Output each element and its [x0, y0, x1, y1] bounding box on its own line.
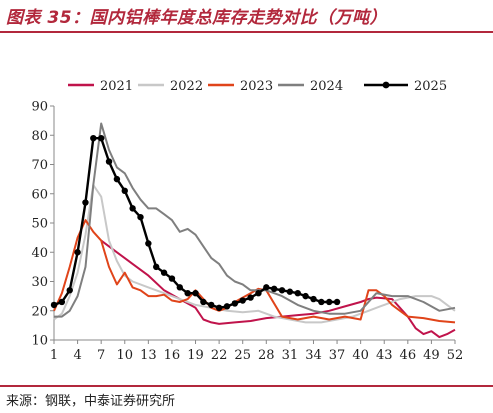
y-tick-label: 90 — [31, 100, 48, 115]
x-tick-label: 1 — [50, 348, 58, 363]
data-point-2025 — [90, 134, 97, 142]
y-tick-label: 10 — [31, 334, 48, 349]
x-tick-label: 16 — [164, 348, 181, 363]
x-tick-label: 40 — [352, 348, 369, 363]
x-tick-label: 25 — [234, 348, 251, 363]
legend-label: 2025 — [414, 79, 447, 94]
y-tick-label: 20 — [31, 304, 48, 319]
data-point-2025 — [333, 298, 341, 306]
x-tick-label: 13 — [140, 348, 157, 363]
legend-label: 2022 — [170, 79, 203, 94]
data-point-2025 — [121, 187, 128, 195]
data-point-2025 — [50, 301, 58, 309]
series-line-2024 — [54, 122, 456, 318]
series-2025 — [50, 134, 341, 312]
source-note: 来源：钢联，中泰证券研究所 — [6, 394, 176, 409]
x-tick-label: 7 — [97, 348, 105, 363]
x-tick-label: 52 — [447, 348, 464, 363]
x-tick-label: 4 — [73, 348, 81, 363]
footer-divider — [0, 385, 493, 387]
data-point-2025 — [184, 290, 191, 297]
series-line-2022 — [53, 184, 456, 324]
data-point-2025 — [270, 285, 278, 293]
data-point-2025 — [286, 288, 294, 295]
data-point-2025 — [160, 269, 168, 276]
x-tick-label: 37 — [329, 348, 346, 363]
x-tick-label: 49 — [423, 348, 440, 363]
series-2023 — [53, 219, 456, 324]
data-point-2025 — [318, 298, 325, 306]
x-tick-label: 43 — [376, 348, 393, 363]
legend: 2021 2022 2023 2024 2025 — [68, 79, 447, 94]
data-point-2025 — [176, 284, 184, 291]
data-point-2025 — [74, 249, 81, 256]
y-tick-label: 30 — [31, 275, 48, 290]
series-line-2023 — [53, 219, 456, 324]
title-divider — [0, 31, 493, 33]
data-point-2025 — [239, 297, 246, 304]
data-point-2025 — [247, 294, 254, 301]
y-tick-label: 50 — [31, 217, 48, 232]
series-2024 — [54, 122, 456, 318]
legend-item-2025: 2025 — [364, 79, 447, 94]
data-point-2025 — [97, 134, 105, 142]
y-axis: 10 20 30 40 50 60 70 80 90 — [31, 100, 55, 349]
data-point-2025 — [302, 292, 309, 300]
y-tick-label: 80 — [31, 129, 48, 144]
series-2022 — [53, 184, 456, 324]
legend-label: 2023 — [240, 79, 273, 94]
data-point-2025 — [129, 205, 136, 212]
data-point-2025 — [192, 290, 199, 297]
data-point-2025 — [113, 175, 121, 183]
data-point-2025 — [168, 275, 176, 282]
data-point-2025 — [200, 298, 207, 306]
data-point-2025 — [82, 199, 89, 206]
data-point-2025 — [263, 284, 270, 291]
data-point-2025 — [255, 290, 262, 297]
x-tick-label: 31 — [282, 348, 299, 363]
legend-marker — [382, 81, 390, 89]
legend-item-2021: 2021 — [68, 79, 133, 94]
x-tick-label: 34 — [305, 348, 322, 363]
y-tick-label: 60 — [31, 187, 48, 202]
data-point-2025 — [208, 301, 215, 309]
x-axis: 1 4 7 10 13 16 19 22 25 28 31 34 37 40 43 46 49 52 — [50, 339, 464, 363]
y-tick-label: 40 — [31, 246, 48, 261]
data-point-2025 — [294, 290, 301, 297]
data-point-2025 — [145, 240, 152, 247]
x-tick-label: 28 — [258, 348, 275, 363]
legend-item-2023: 2023 — [208, 79, 273, 94]
x-tick-label: 46 — [400, 348, 417, 363]
figure-title: 图表 35：国内铝棒年度总库存走势对比（万吨） — [6, 8, 388, 28]
data-point-2025 — [137, 213, 144, 221]
data-point-2025 — [223, 303, 231, 310]
series-layer — [50, 122, 456, 339]
x-tick-label: 22 — [211, 348, 228, 363]
data-point-2025 — [278, 287, 286, 294]
data-point-2025 — [66, 287, 73, 294]
data-point-2025 — [105, 158, 113, 165]
x-tick-label: 19 — [187, 348, 204, 363]
legend-item-2022: 2022 — [138, 79, 203, 94]
data-point-2025 — [215, 304, 223, 312]
legend-label: 2021 — [100, 79, 133, 94]
data-point-2025 — [325, 298, 333, 306]
line-chart: 2021 2022 2023 2024 2025 102030405060708090 … — [31, 79, 464, 363]
data-point-2025 — [153, 263, 160, 271]
y-tick-label: 70 — [31, 158, 48, 173]
data-point-2025 — [231, 300, 239, 307]
legend-item-2024: 2024 — [278, 79, 343, 94]
x-tick-label: 10 — [116, 348, 133, 363]
data-point-2025 — [310, 295, 317, 303]
data-point-2025 — [58, 298, 66, 306]
legend-label: 2024 — [310, 79, 343, 94]
